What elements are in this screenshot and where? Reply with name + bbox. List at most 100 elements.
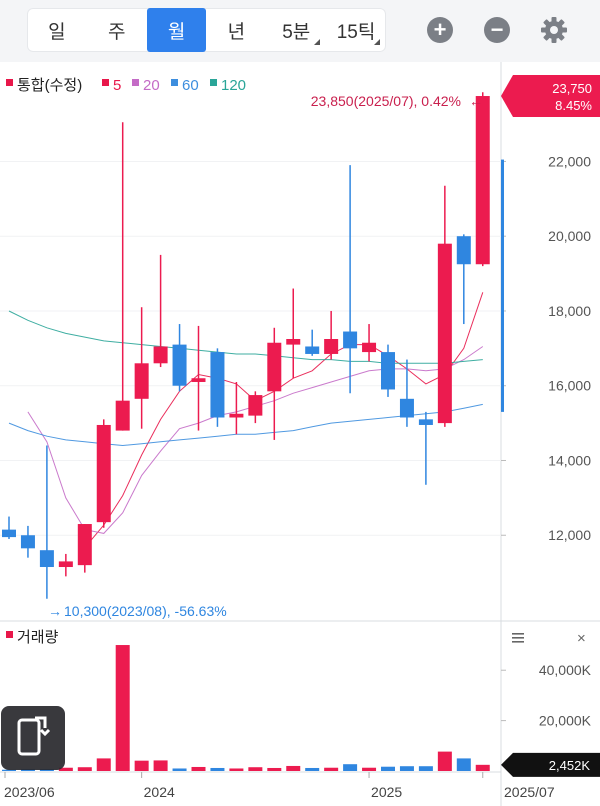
candle-body — [324, 339, 339, 354]
volume-series — [2, 645, 490, 771]
candle-body — [153, 346, 168, 364]
volume-axis: 20,000K 40,000K — [501, 662, 592, 729]
candle-body — [475, 96, 490, 265]
volume-bar — [96, 758, 111, 771]
period-tab-label: 주 — [108, 21, 126, 43]
gear-icon[interactable] — [539, 15, 569, 45]
volume-bar — [399, 766, 414, 771]
minus-icon: − — [490, 17, 504, 42]
candle-body — [58, 561, 73, 568]
current-volume-tag-shape — [501, 752, 600, 777]
volume-bar — [134, 760, 149, 771]
legend-ma5-label: 5 — [113, 77, 121, 94]
volume-bar — [475, 764, 490, 771]
candle-body — [267, 342, 282, 392]
volume-bar — [210, 767, 225, 771]
price-legend: 통합(수정) 5 20 60 120 — [6, 77, 246, 94]
period-tab-day[interactable]: 일 — [27, 8, 87, 52]
candle — [381, 344, 395, 397]
legend-price-title: 통합(수정) — [17, 77, 82, 94]
price-tick-label: 18,000 — [548, 303, 591, 319]
candle-body — [2, 529, 16, 538]
stock-chart: 12,00014,00016,00018,00020,00022,00024,0… — [0, 62, 600, 806]
max-arrow-icon: ← — [469, 93, 483, 109]
volume-bar — [343, 764, 358, 771]
volume-bar — [229, 768, 244, 771]
legend-ma120-label: 120 — [221, 77, 246, 94]
legend-ma60-swatch — [171, 79, 178, 86]
candle — [399, 359, 414, 427]
candle-body — [305, 346, 320, 354]
candle — [2, 516, 16, 539]
volume-tick-label: 20,000K — [539, 713, 592, 729]
volume-bar — [115, 645, 130, 771]
candle — [324, 310, 339, 360]
legend-swatch — [6, 79, 13, 86]
candle-body — [172, 344, 187, 386]
current-price-change: 8.45% — [555, 98, 592, 113]
period-tab-year[interactable]: 년 — [206, 8, 266, 52]
candle-body — [39, 550, 54, 568]
candle-body — [399, 398, 414, 418]
zoom-in-button[interactable]: + — [427, 17, 453, 43]
min-price-annotation: 10,300(2023/08), -56.63% — [64, 603, 227, 619]
current-price-value: 23,750 — [552, 81, 592, 96]
time-tick-label: 2025 — [371, 784, 402, 800]
candle — [248, 391, 263, 424]
price-tick-label: 14,000 — [548, 452, 591, 468]
candle — [20, 525, 35, 558]
ma120-line — [8, 310, 483, 364]
candle — [267, 327, 282, 440]
candle-body — [456, 236, 471, 265]
volume-legend-title: 거래량 — [17, 629, 59, 646]
current-price-tag: 23,750 8.45% — [501, 75, 600, 118]
candlestick-series — [2, 92, 490, 599]
volume-pane-close-icon[interactable]: × — [577, 630, 586, 647]
volume-bar — [456, 758, 471, 771]
volume-bar — [437, 751, 452, 771]
submenu-corner-icon — [314, 39, 321, 45]
period-tab-label: 월 — [167, 21, 186, 43]
volume-bar — [2, 769, 16, 771]
candle-body — [77, 524, 92, 566]
candle — [172, 324, 187, 392]
max-price-annotation: 23,850(2025/07), 0.42% — [311, 93, 461, 109]
time-tick-label: 2024 — [144, 784, 175, 800]
zoom-out-button[interactable]: − — [484, 17, 510, 43]
legend-ma5-swatch — [102, 79, 109, 86]
rotate-screen-button[interactable] — [1, 706, 65, 770]
candle — [191, 325, 206, 431]
period-tab-minute[interactable]: 5분 — [266, 8, 326, 52]
volume-pane-menu-icon[interactable] — [512, 633, 524, 643]
period-tab-label: 년 — [227, 21, 246, 43]
candle-body — [134, 363, 149, 399]
volume-bar — [153, 760, 168, 771]
plus-icon: + — [433, 17, 447, 42]
price-tick-label: 16,000 — [548, 378, 591, 394]
price-range-indicator — [501, 159, 504, 412]
volume-bar — [191, 766, 206, 771]
price-tick-label: 12,000 — [548, 527, 591, 543]
period-tab-tick[interactable]: 15틱 — [326, 8, 386, 52]
candle — [343, 165, 358, 394]
candle — [456, 234, 471, 325]
period-tab-month[interactable]: 월 — [146, 8, 207, 52]
candle — [115, 122, 130, 431]
min-arrow-icon: → — [48, 603, 62, 619]
rotate-screen-icon — [17, 716, 51, 756]
candle-body — [418, 419, 433, 425]
period-selector: 일 주 월 년 5분 15틱 — [27, 8, 386, 52]
candle-body — [229, 413, 244, 418]
candle — [77, 524, 92, 573]
legend-ma20-swatch — [132, 79, 139, 86]
period-tab-week[interactable]: 주 — [87, 8, 147, 52]
volume-bar — [286, 765, 301, 771]
candle-body — [115, 400, 130, 431]
period-tab-label: 15틱 — [336, 21, 376, 43]
volume-bar — [267, 767, 282, 771]
candle — [286, 288, 301, 379]
volume-bar — [305, 767, 320, 771]
time-tick-label: 2023/06 — [4, 784, 55, 800]
legend-ma60-label: 60 — [182, 77, 199, 94]
candle-body — [362, 342, 377, 353]
